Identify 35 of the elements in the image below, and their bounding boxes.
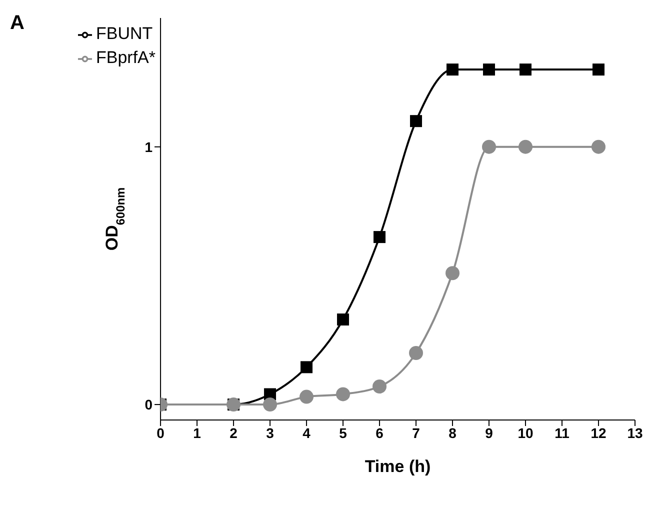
x-tick-label: 2 [230, 424, 238, 441]
point [410, 115, 422, 128]
x-tick-label: 7 [412, 424, 420, 441]
chart-title: A [10, 12, 24, 35]
point [409, 346, 424, 360]
point [482, 140, 496, 154]
x-tick-label: 8 [448, 424, 457, 441]
point [263, 398, 278, 412]
point [592, 64, 604, 76]
point [372, 380, 387, 394]
x-tick-label: 13 [627, 424, 643, 441]
point [300, 390, 314, 404]
x-tick-label: 11 [554, 424, 570, 441]
x-tick-label: 9 [485, 424, 494, 441]
x-tick-label: 0 [156, 424, 165, 441]
point [300, 361, 313, 374]
point [446, 266, 460, 280]
legend-label: FBprfA* [96, 48, 156, 67]
point [446, 64, 459, 76]
x-tick-label: 1 [193, 424, 202, 441]
x-tick-label: 3 [266, 424, 274, 441]
x-axis-title: Time (h) [364, 457, 431, 476]
x-tick-label: 4 [302, 424, 311, 441]
x-tick-label: 5 [339, 424, 348, 441]
point [592, 140, 606, 154]
x-tick-label: 12 [590, 424, 606, 441]
point [520, 64, 532, 76]
point [337, 314, 350, 326]
x-tick-label: 6 [376, 424, 384, 441]
point [374, 231, 386, 244]
point [336, 387, 350, 402]
x-tick-label: 10 [518, 424, 534, 441]
legend-label: FBUNT [96, 24, 153, 43]
point [518, 140, 533, 154]
point [483, 64, 496, 76]
